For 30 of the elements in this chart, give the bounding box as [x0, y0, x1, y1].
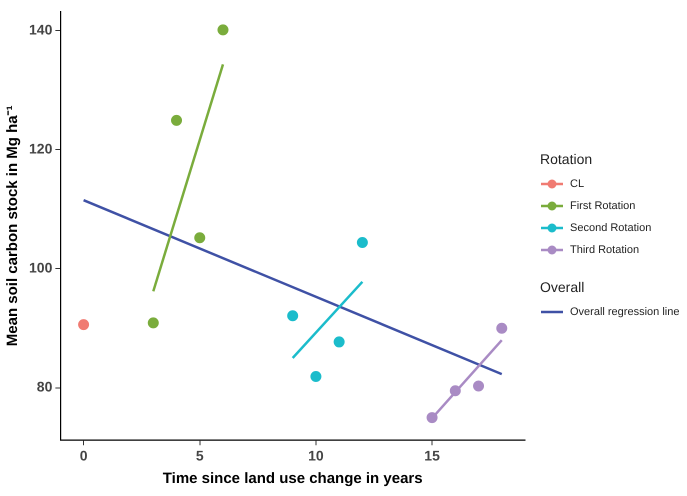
- legend-label: CL: [570, 178, 584, 190]
- point: [171, 114, 182, 126]
- y-tick-label: 80: [36, 378, 53, 395]
- legend-label: First Rotation: [570, 200, 636, 212]
- point: [450, 385, 461, 396]
- point: [287, 310, 298, 322]
- x-tick-label: 15: [424, 447, 440, 464]
- legend-label: Overall regression line: [570, 306, 680, 318]
- point: [356, 236, 368, 248]
- y-tick-label: 100: [29, 260, 53, 276]
- point: [78, 319, 90, 330]
- y-tick-label: 120: [29, 140, 53, 156]
- x-axis-title: Time since land use change in years: [162, 470, 423, 488]
- point: [473, 380, 484, 392]
- x-tick-label: 0: [80, 447, 88, 464]
- legend-title: Rotation: [540, 151, 594, 167]
- legend-label: Third Rotation: [570, 244, 640, 256]
- point: [217, 24, 228, 36]
- point: [194, 232, 206, 244]
- x-tick-label: 5: [196, 447, 204, 464]
- text: Overall: [540, 279, 586, 295]
- point: [334, 336, 345, 348]
- point: [426, 412, 438, 424]
- point: [148, 317, 159, 328]
- point: [310, 370, 322, 382]
- y-tick-label: 140: [29, 21, 53, 38]
- x-tick-label: 10: [308, 447, 324, 464]
- legend-label: Second Rotation: [570, 222, 652, 234]
- point: [496, 322, 508, 334]
- y-axis-title: Mean soil carbon stock in Mg ha⁻¹: [4, 105, 22, 346]
